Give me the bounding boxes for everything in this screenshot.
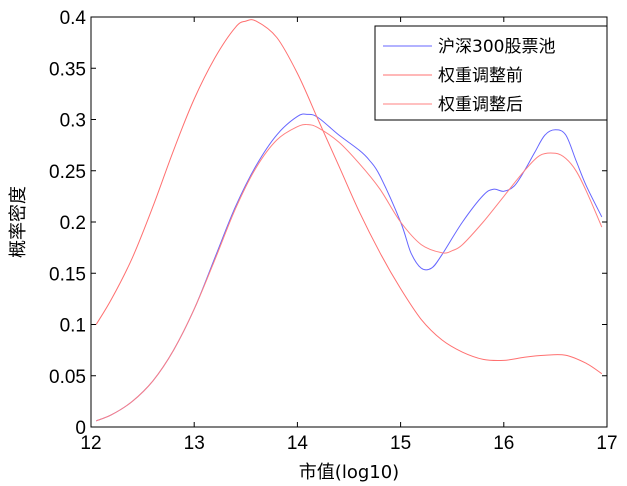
x-tick-label: 16 (493, 433, 514, 454)
y-tick-label: 0.15 (49, 264, 86, 285)
legend-label: 沪深300股票池 (438, 37, 555, 57)
series-line-before (95, 19, 603, 375)
legend-item-before: 权重调整前 (383, 66, 523, 86)
y-tick-label: 0.3 (60, 111, 86, 132)
y-tick-label: 0.25 (49, 162, 86, 183)
x-axis-label: 市值(log10) (299, 462, 399, 483)
y-axis-label: 概率密度 (8, 186, 29, 258)
x-tick-label: 14 (287, 433, 309, 454)
y-tick-label: 0.05 (49, 367, 86, 388)
x-axis-ticks: 12 13 14 15 16 17 (80, 17, 618, 454)
y-axis-ticks: 0 0.05 0.1 0.15 0.2 0.25 0.3 0.35 0.4 (49, 8, 607, 439)
legend-label: 权重调整前 (438, 66, 523, 86)
x-tick-label: 12 (80, 433, 101, 454)
y-tick-label: 0.35 (49, 59, 86, 80)
y-tick-label: 0.1 (60, 316, 86, 337)
y-tick-label: 0.4 (60, 8, 87, 29)
y-tick-label: 0.2 (60, 213, 86, 234)
legend-item-hs300: 沪深300股票池 (383, 37, 555, 57)
x-tick-label: 13 (184, 433, 205, 454)
x-tick-label: 15 (390, 433, 411, 454)
legend-label: 权重调整后 (438, 95, 523, 115)
series-line-after (95, 124, 603, 422)
y-tick-label: 0 (75, 418, 86, 439)
legend-item-after: 权重调整后 (383, 95, 523, 115)
x-tick-label: 17 (596, 433, 617, 454)
series-lines (95, 19, 603, 422)
